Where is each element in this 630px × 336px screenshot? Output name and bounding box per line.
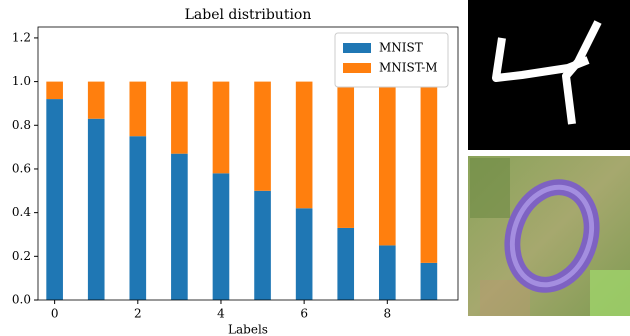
x-tick-label: 4 — [217, 307, 225, 321]
y-tick-label: 0.2 — [12, 249, 31, 263]
chart-title: Label distribution — [185, 7, 312, 23]
x-tick-label: 2 — [134, 307, 142, 321]
y-tick-label: 1.0 — [12, 74, 31, 88]
legend-swatch — [343, 63, 371, 73]
legend-label: MNIST-M — [379, 61, 438, 75]
plot: 0.0 0.2 0.4 0.6 0.8 1.0 1.2 0 2 4 6 8 MNIST MNIST-M — [12, 26, 459, 321]
bar-segment — [129, 136, 147, 300]
x-axis-label: Labels — [228, 323, 268, 336]
legend: MNIST MNIST-M — [334, 32, 449, 88]
bar-segment — [295, 208, 313, 300]
bar-segment — [254, 190, 271, 300]
bar-segment — [87, 81, 105, 119]
bar-segment — [378, 81, 396, 246]
axes-frame — [37, 26, 459, 301]
bar-segment — [254, 81, 271, 191]
bar-segment — [171, 81, 188, 154]
y-tick-label: 0.8 — [12, 118, 31, 132]
bar-segment — [46, 99, 63, 301]
mnist-image — [468, 0, 630, 150]
y-tick-label: 1.2 — [12, 30, 31, 44]
bar-segment — [171, 153, 188, 300]
y-tick-label: 0.0 — [12, 293, 31, 307]
bar-segment — [420, 262, 438, 300]
bar-segment — [46, 81, 63, 100]
mnist-m-image — [468, 156, 630, 316]
bar-segment — [87, 118, 105, 300]
y-tick-label: 0.6 — [12, 161, 31, 175]
bar-segment — [420, 81, 438, 263]
bar-segment — [295, 81, 313, 209]
x-tick-label: 8 — [383, 307, 391, 321]
bar-segment — [212, 173, 230, 300]
y-tick-label: 0.4 — [12, 205, 31, 219]
legend-swatch — [343, 43, 371, 53]
x-tick-label: 0 — [51, 307, 59, 321]
x-tick-label: 6 — [300, 307, 308, 321]
bar-segment — [337, 81, 355, 228]
legend-label: MNIST — [379, 41, 423, 55]
bar-segment — [337, 227, 355, 300]
bar-segment — [129, 81, 147, 137]
bar-segment — [378, 245, 396, 300]
bar-segment — [212, 81, 230, 174]
